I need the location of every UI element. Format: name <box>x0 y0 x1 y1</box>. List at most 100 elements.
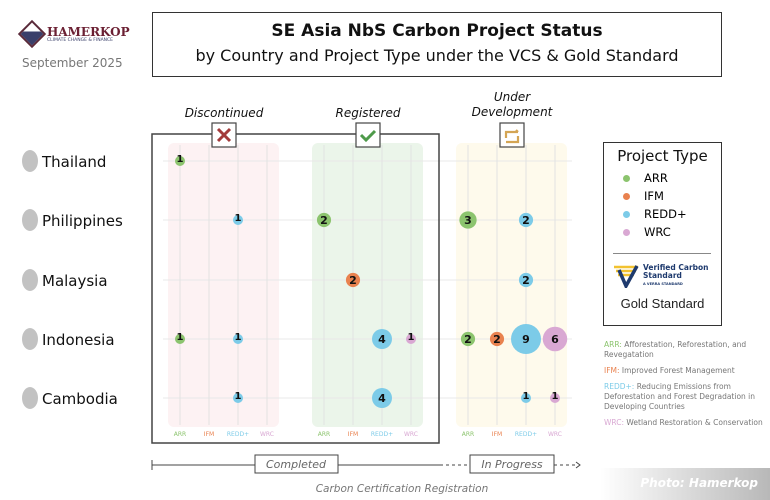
type-label-REDD+: REDD+ <box>515 431 537 438</box>
vcs-logo: Verified Carbon Standard A VERRA STANDARD <box>613 253 711 288</box>
gold-standard-logo: Gold Standard <box>620 296 705 311</box>
chart-subtitle: by Country and Project Type under the VC… <box>195 46 679 65</box>
bubble-REDD+ <box>233 215 243 225</box>
status-header: Development <box>472 105 554 119</box>
title-box: SE Asia NbS Carbon Project Status by Cou… <box>152 12 722 77</box>
bubble-REDD+ <box>521 393 531 403</box>
bubble-label: 2 <box>493 333 501 346</box>
definition: ARR: Afforestation, Reforestation, and R… <box>604 340 764 360</box>
type-label-IFM: IFM <box>348 431 358 438</box>
status-header: Discontinued <box>185 106 264 120</box>
bubble-label: 1 <box>235 332 242 343</box>
hamerkop-logo: HAMERKOP CLIMATE CHANGE & FINANCE <box>17 19 130 49</box>
type-label-WRC: WRC <box>260 431 274 438</box>
chart-title: SE Asia NbS Carbon Project Status <box>271 21 603 41</box>
bubble-label: 1 <box>177 332 184 343</box>
bubble-label: 1 <box>177 154 184 165</box>
bubble-label: 2 <box>464 333 472 346</box>
panel-0 <box>168 143 279 427</box>
country-label: Philippines <box>42 212 123 230</box>
definition-abbr: ARR: <box>604 340 622 349</box>
country-map-icon <box>22 150 38 172</box>
bubble-label: 1 <box>552 391 559 402</box>
logo-name: HAMERKOP <box>47 24 130 39</box>
bubble-REDD+ <box>233 334 243 344</box>
bubble-label: 3 <box>464 214 472 227</box>
type-label-REDD+: REDD+ <box>371 431 393 438</box>
status-header: Registered <box>336 106 401 120</box>
bubble-REDD+ <box>233 393 243 403</box>
legend-dot-icon <box>623 174 630 182</box>
bubble-IFM <box>489 331 505 347</box>
bubble-ARR <box>175 156 185 166</box>
bubble-label: 2 <box>320 214 328 227</box>
bubble-label: 2 <box>522 214 530 227</box>
phase-box <box>254 454 339 474</box>
definition-abbr: REDD+: <box>604 382 635 391</box>
type-label-REDD+: REDD+ <box>227 431 249 438</box>
refresh-icon <box>504 129 520 144</box>
legend-title: Project Type <box>617 147 708 165</box>
legend-dot-icon <box>623 192 630 200</box>
photo-credit: Photo: Hamerkop <box>600 468 770 500</box>
definition-text: Wetland Restoration & Conservation <box>624 418 763 427</box>
country-map-icon <box>22 328 38 350</box>
bubble-IFM <box>345 272 361 288</box>
bubble-ARR <box>175 334 185 344</box>
country-map-icon <box>22 269 38 291</box>
vcs-check-icon <box>614 265 639 288</box>
country-label: Indonesia <box>42 331 115 349</box>
legend-label: REDD+ <box>644 207 687 221</box>
type-label-ARR: ARR <box>462 431 474 438</box>
country-map-icon <box>22 387 38 409</box>
arrow-icon <box>575 461 581 469</box>
legend-item-ARR: ARR <box>623 171 721 185</box>
bubble-REDD+ <box>372 388 392 408</box>
bubble-label: 4 <box>378 333 386 346</box>
phase-label: In Progress <box>481 458 543 471</box>
definition: REDD+: Reducing Emissions from Deforesta… <box>604 382 764 412</box>
legend: Project Type ARR IFM REDD+ WRC Verified Car… <box>603 142 722 326</box>
legend-label: IFM <box>644 189 664 203</box>
completed-frame <box>151 133 440 444</box>
status-icon-box <box>499 122 525 148</box>
bubble-REDD+ <box>511 324 541 354</box>
bubble-label: 9 <box>522 333 530 346</box>
bubble-ARR <box>316 212 332 228</box>
logo-subtitle: CLIMATE CHANGE & FINANCE <box>47 37 113 43</box>
x-axis-label: Carbon Certification Registration <box>316 483 489 495</box>
bubble-label: 6 <box>551 333 559 346</box>
bubble-WRC <box>550 393 560 403</box>
definition-text: Afforestation, Reforestation, and Revega… <box>604 340 747 359</box>
bubble-label: 2 <box>349 274 357 287</box>
phase-label: Completed <box>266 458 327 471</box>
vcs-sub: A VERRA STANDARD <box>643 282 683 286</box>
bubble-WRC <box>542 326 568 352</box>
bubble-ARR <box>460 331 476 347</box>
country-label: Thailand <box>41 153 106 171</box>
type-label-ARR: ARR <box>174 431 186 438</box>
legend-label: ARR <box>644 171 668 185</box>
status-header: Under <box>494 90 531 104</box>
definition-text: Reducing Emissions from Deforestation an… <box>604 382 756 411</box>
legend-dot-icon <box>623 228 630 236</box>
legend-label: WRC <box>644 225 671 239</box>
status-icon-box <box>355 122 381 148</box>
bubble-REDD+ <box>518 212 534 228</box>
type-label-WRC: WRC <box>548 431 562 438</box>
definition-abbr: IFM: <box>604 366 620 375</box>
bubble-WRC <box>406 334 416 344</box>
panel-1 <box>312 143 423 427</box>
type-label-IFM: IFM <box>204 431 214 438</box>
legend-item-IFM: IFM <box>623 189 721 203</box>
country-label: Malaysia <box>42 272 108 290</box>
legend-item-WRC: WRC <box>623 225 721 239</box>
bubble-label: 4 <box>378 392 386 405</box>
bubble-label: 2 <box>522 274 530 287</box>
bubble-label: 1 <box>408 332 415 343</box>
type-label-IFM: IFM <box>492 431 502 438</box>
bubble-label: 1 <box>235 391 242 402</box>
type-label-ARR: ARR <box>318 431 330 438</box>
vcs-line2: Standard <box>643 271 682 280</box>
